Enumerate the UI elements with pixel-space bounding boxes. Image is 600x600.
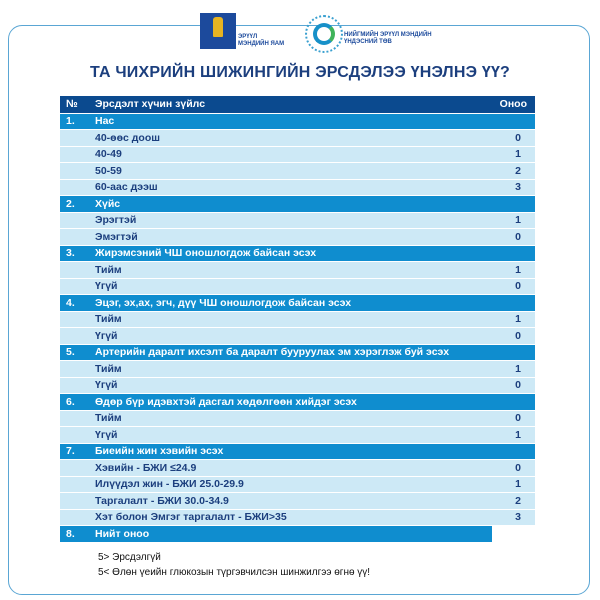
- page-frame: [8, 25, 590, 595]
- row-score: 0: [515, 379, 521, 392]
- section-row: 6. Өдөр бүр идэвхтэй дасгал хөдөлгөөн хий…: [60, 394, 535, 411]
- section-number: 5.: [66, 346, 75, 359]
- table-row: Эрэгтэй 1: [60, 212, 535, 229]
- row-label: Тийм: [95, 263, 122, 276]
- section-number: 1.: [66, 115, 75, 128]
- row-label: Таргалалт - БЖИ 30.0-34.9: [95, 494, 229, 507]
- table-row: Таргалалт - БЖИ 30.0-34.9 2: [60, 493, 535, 510]
- row-label: 40-өөс доош: [95, 131, 161, 144]
- table-row: Тийм 0: [60, 410, 535, 427]
- row-score: 1: [515, 362, 521, 375]
- total-number: 8.: [66, 527, 75, 540]
- table-row: Тийм 1: [60, 311, 535, 328]
- ministry-name-line1: ЭРҮҮЛ: [238, 34, 258, 40]
- row-label: Эрэгтэй: [95, 214, 137, 227]
- section-label: Өдөр бүр идэвхтэй дасгал хөдөлгөөн хийдэ…: [95, 395, 357, 408]
- section-row: 4. Эцэг, эх,ах, эгч, дүү ЧШ оношлогдож ба…: [60, 295, 535, 312]
- table-row: Тийм 1: [60, 361, 535, 378]
- row-label: Үгүй: [95, 379, 118, 392]
- table-row: Хэт болон Эмгэг таргалалт - БЖИ>35 3: [60, 509, 535, 526]
- row-score: 1: [515, 313, 521, 326]
- section-number: 2.: [66, 197, 75, 210]
- row-score: 0: [515, 280, 521, 293]
- section-number: 6.: [66, 395, 75, 408]
- section-label: Биеийн жин хэвийн эсэх: [95, 445, 224, 458]
- section-number: 4.: [66, 296, 75, 309]
- section-label: Эцэг, эх,ах, эгч, дүү ЧШ оношлогдож байс…: [95, 296, 352, 309]
- center-name-line2: ҮНДЭСНИЙ ТӨВ: [344, 39, 392, 45]
- header-factor: Эрсдэлт хүчин зүйлс: [95, 98, 206, 111]
- section-number: 3.: [66, 247, 75, 260]
- table-row: Үгүй 1: [60, 427, 535, 444]
- total-row: 8. Нийт оноо: [60, 526, 492, 543]
- row-score: 0: [515, 412, 521, 425]
- row-label: Хэт болон Эмгэг таргалалт - БЖИ>35: [95, 511, 287, 524]
- row-label: 40-49: [95, 148, 122, 161]
- table-row: Илүүдэл жин - БЖИ 25.0-29.9 1: [60, 476, 535, 493]
- section-row: 2. Хүйс: [60, 196, 535, 213]
- header-num: №: [66, 98, 78, 111]
- page-title: ТА ЧИХРИЙН ШИЖИНГИЙН ЭРСДЭЛЭЭ ҮНЭЛНЭ ҮҮ?: [89, 64, 511, 81]
- risk-score-table: № Эрсдэлт хүчин зүйлс Оноо 1. Нас 40-өөс д…: [60, 96, 535, 543]
- table-row: Хэвийн - БЖИ ≤24.9 0: [60, 460, 535, 477]
- ministry-name: ЭРҮҮЛ МЭНДИЙН ЯАМ: [238, 34, 284, 48]
- table-row: Эмэгтэй 0: [60, 229, 535, 246]
- notes: 5> Эрсдэлгүй 5< Өлөн үеийн глюкозын түрг…: [98, 550, 370, 580]
- table-row: 60-аас дээш 3: [60, 179, 535, 196]
- section-label: Артерийн даралт ихсэлт ба даралт бууруул…: [95, 346, 450, 359]
- row-label: Илүүдэл жин - БЖИ 25.0-29.9: [95, 478, 244, 491]
- total-label: Нийт оноо: [95, 527, 150, 540]
- row-label: Хэвийн - БЖИ ≤24.9: [95, 461, 197, 474]
- center-name-line1: НИЙГМИЙН ЭРҮҮЛ МЭНДИЙН: [344, 32, 432, 38]
- table-row: Үгүй 0: [60, 278, 535, 295]
- table-row: 40-өөс доош 0: [60, 130, 535, 147]
- row-score: 3: [515, 511, 521, 524]
- table-row: 50-59 2: [60, 163, 535, 180]
- header-score: Оноо: [499, 98, 527, 111]
- row-score: 2: [515, 494, 521, 507]
- ministry-emblem-logo: [200, 13, 236, 49]
- note-no-risk: 5> Эрсдэлгүй: [98, 552, 161, 563]
- table-row: Үгүй 0: [60, 377, 535, 394]
- row-score: 0: [515, 230, 521, 243]
- row-score: 3: [515, 181, 521, 194]
- row-label: 50-59: [95, 164, 122, 177]
- row-label: Үгүй: [95, 428, 118, 441]
- center-name: НИЙГМИЙН ЭРҮҮЛ МЭНДИЙН ҮНДЭСНИЙ ТӨВ: [344, 32, 432, 46]
- row-score: 1: [515, 148, 521, 161]
- section-row: 7. Биеийн жин хэвийн эсэх: [60, 443, 535, 460]
- health-center-logo: [305, 15, 343, 53]
- row-score: 0: [515, 131, 521, 144]
- table-row: Тийм 1: [60, 262, 535, 279]
- row-score: 1: [515, 428, 521, 441]
- row-label: Тийм: [95, 313, 122, 326]
- row-label: Үгүй: [95, 280, 118, 293]
- row-label: Эмэгтэй: [95, 230, 138, 243]
- row-score: 0: [515, 329, 521, 342]
- row-score: 2: [515, 164, 521, 177]
- section-row: 1. Нас: [60, 113, 535, 130]
- ministry-name-line2: МЭНДИЙН ЯАМ: [238, 41, 285, 47]
- section-number: 7.: [66, 445, 75, 458]
- row-score: 1: [515, 263, 521, 276]
- section-label: Жирэмсэний ЧШ оношлогдож байсан эсэх: [95, 247, 317, 260]
- row-label: 60-аас дээш: [95, 181, 158, 194]
- row-score: 0: [515, 461, 521, 474]
- row-label: Тийм: [95, 412, 122, 425]
- section-label: Нас: [95, 115, 115, 128]
- section-row: 3. Жирэмсэний ЧШ оношлогдож байсан эсэх: [60, 245, 535, 262]
- row-label: Тийм: [95, 362, 122, 375]
- row-score: 1: [515, 214, 521, 227]
- row-label: Үгүй: [95, 329, 118, 342]
- table-header: № Эрсдэлт хүчин зүйлс Оноо: [60, 96, 535, 114]
- section-row: 5. Артерийн даралт ихсэлт ба даралт бууру…: [60, 344, 535, 361]
- section-label: Хүйс: [95, 197, 121, 210]
- table-row: Үгүй 0: [60, 328, 535, 345]
- row-score: 1: [515, 478, 521, 491]
- table-row: 40-49 1: [60, 146, 535, 163]
- note-test-advice: 5< Өлөн үеийн глюкозын түргэвчилсэн шинж…: [98, 567, 371, 578]
